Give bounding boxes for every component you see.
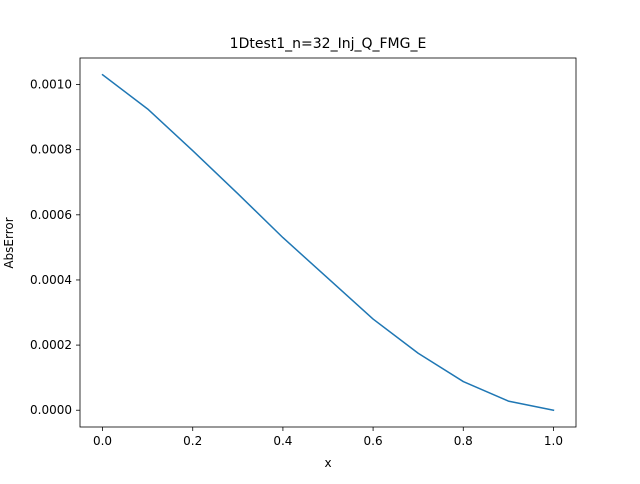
plot-area: 0.0 0.2 0.4 0.6 0.8 1.0 0.0000 0.0002 0.0004 0.00… [30,57,577,448]
y-tick-label: 0.0000 [30,403,72,417]
axes-frame [79,57,577,428]
y-tick-label: 0.0010 [30,78,72,92]
y-tick-label: 0.0004 [30,273,72,287]
y-tick-label: 0.0008 [30,143,72,157]
x-tick-label: 0.6 [364,434,383,448]
x-tick-label: 1.0 [544,434,563,448]
series-line-0 [101,73,555,412]
y-tick-label: 0.0002 [30,338,72,352]
x-tick-label: 0.2 [183,434,202,448]
y-tick-label: 0.0006 [30,208,72,222]
x-tick-label: 0.0 [93,434,112,448]
y-axis-label: AbsError [2,217,16,268]
x-axis-label: x [324,456,331,470]
x-tick-label: 0.8 [454,434,473,448]
chart-title: 1Dtest1_n=32_Inj_Q_FMG_E [230,36,427,52]
x-tick-label: 0.4 [273,434,292,448]
